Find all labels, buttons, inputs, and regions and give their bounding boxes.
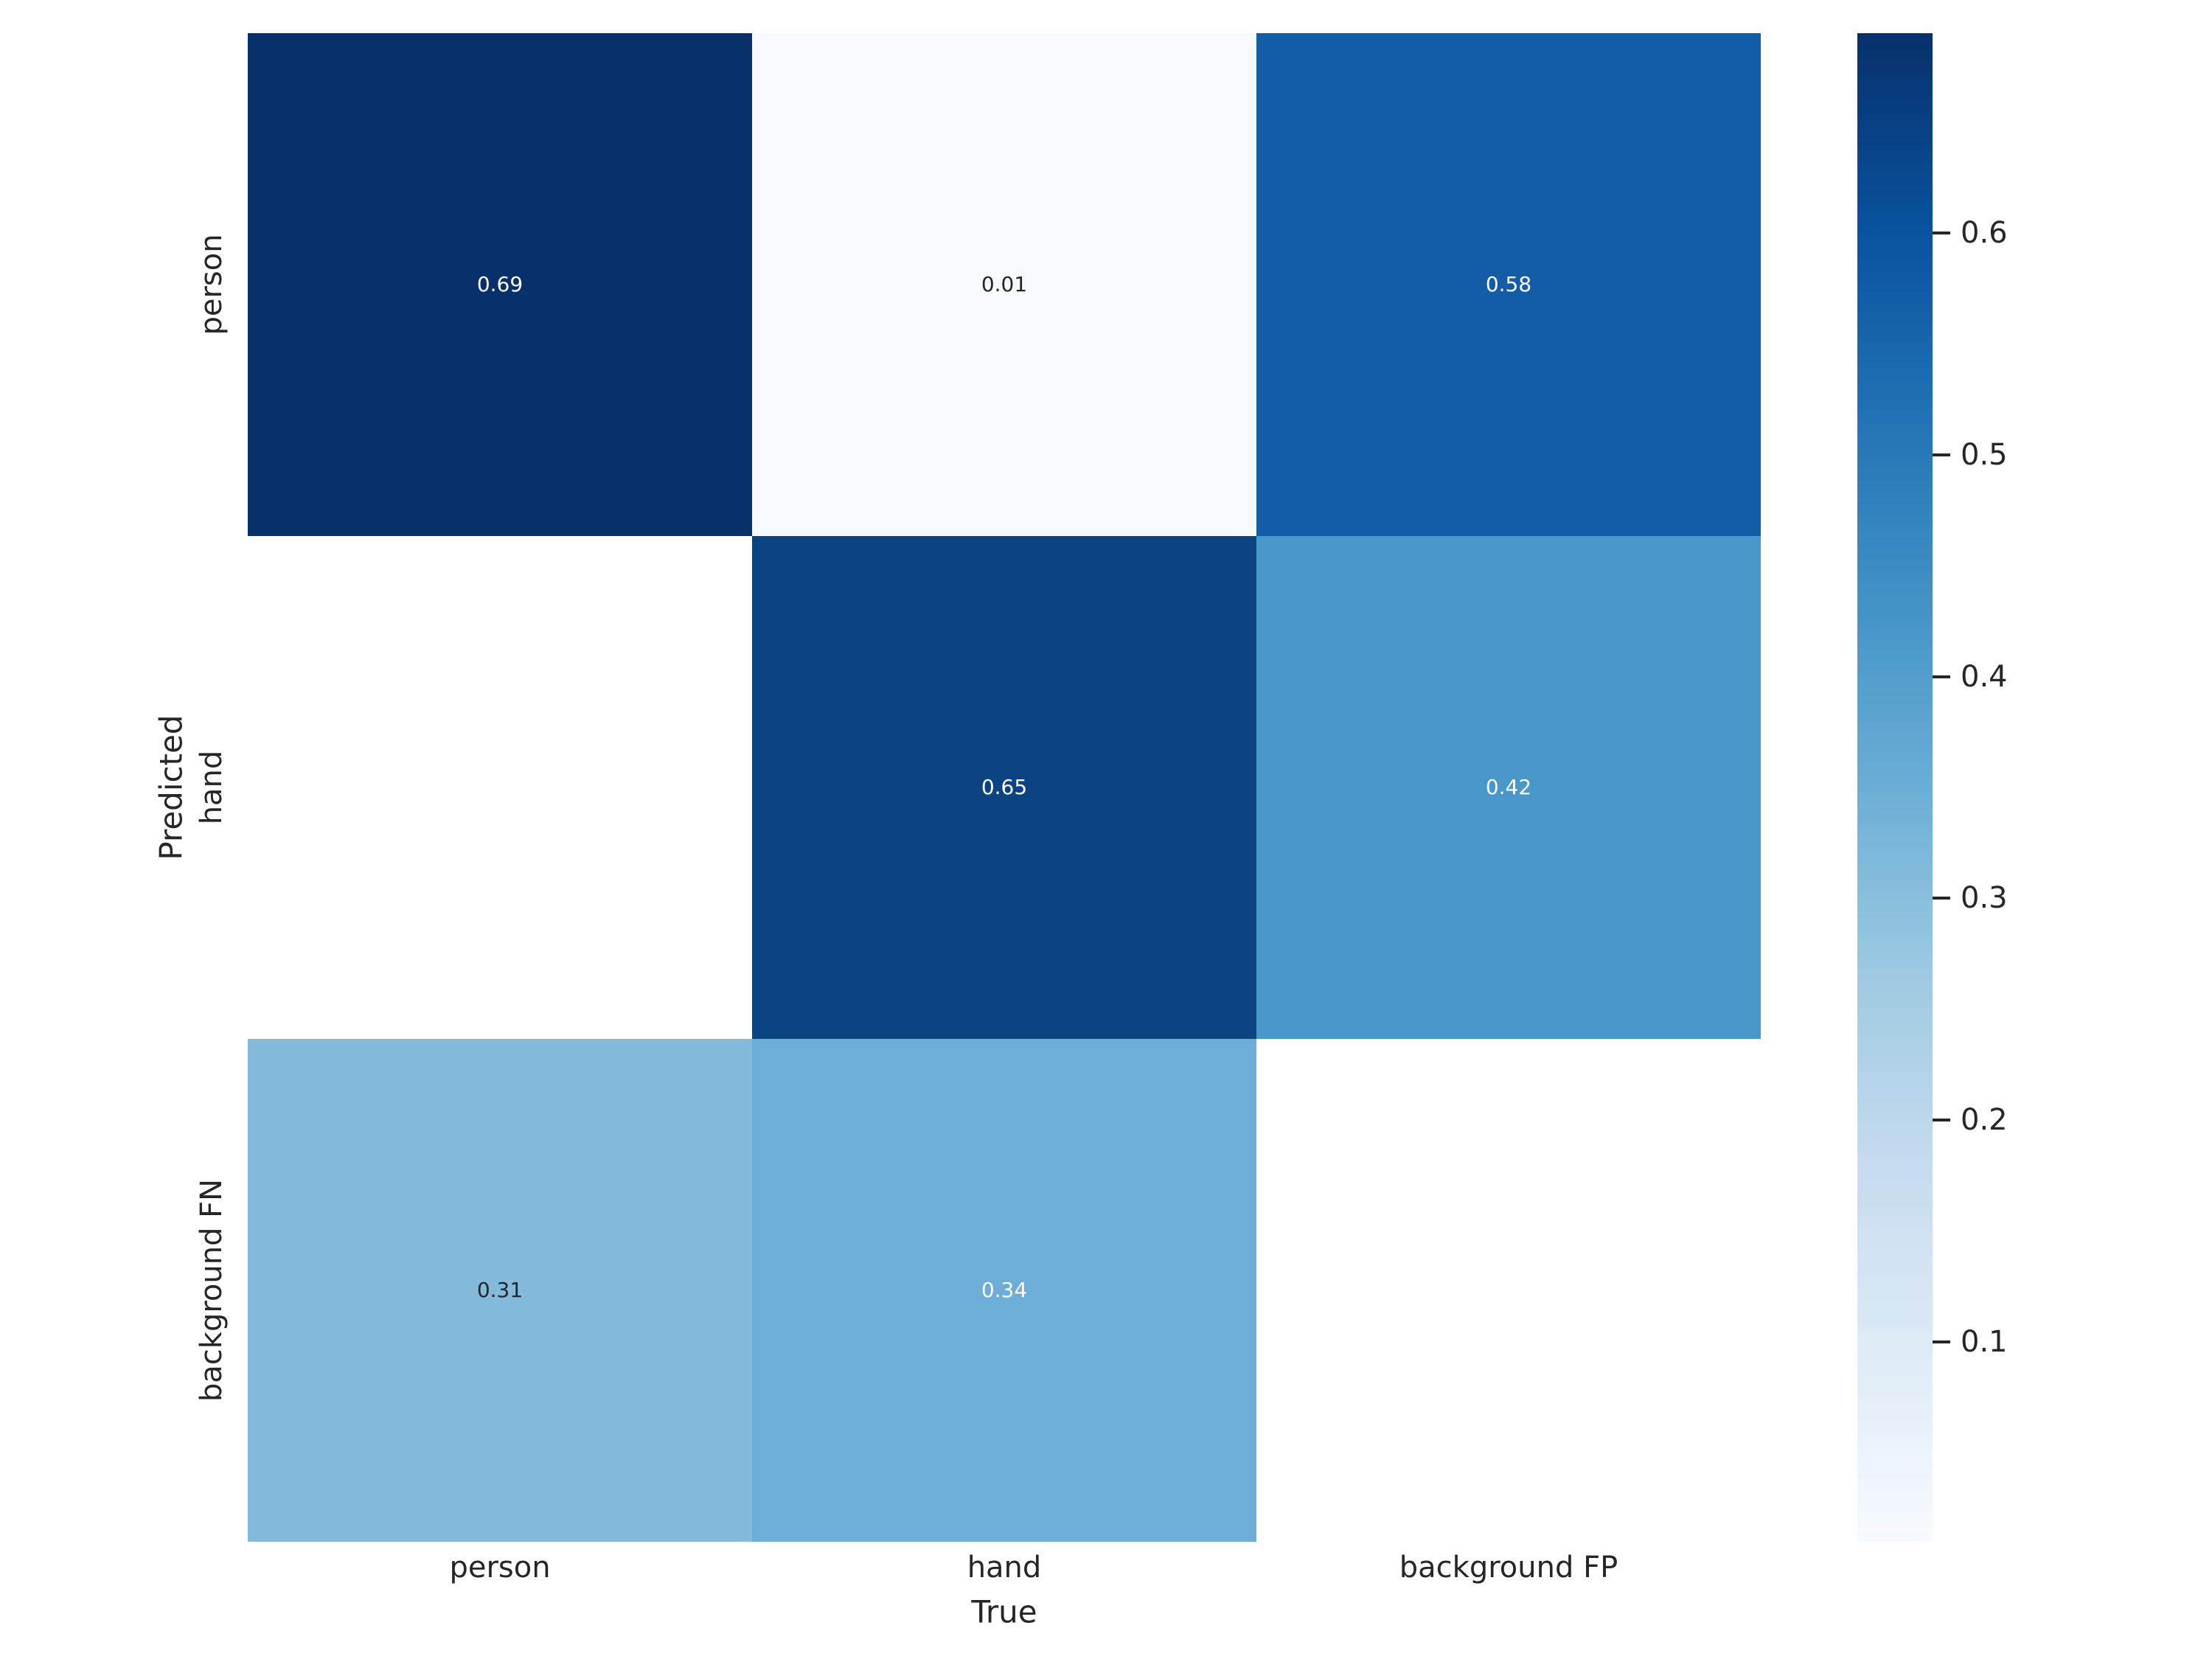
heatmap-cell: 0.42 [1256, 536, 1761, 1039]
cell-value: 0.34 [981, 1278, 1028, 1302]
cell-value: 0.31 [476, 1278, 524, 1302]
y-tick-person: person [195, 234, 229, 335]
cell-value: 0.65 [981, 775, 1028, 799]
x-axis-label: True [971, 1593, 1037, 1630]
colorbar-tick-label: 0.4 [1961, 659, 2008, 694]
heatmap-cell: 0.01 [752, 33, 1256, 536]
colorbar-tick-mark [1933, 453, 1950, 456]
heatmap-cell: 0.58 [1256, 33, 1761, 536]
heatmap-grid: 0.69 0.01 0.58 0.65 0.42 0.31 0.34 [248, 33, 1761, 1542]
x-axis-ticks: person hand background FP [248, 1551, 1761, 1592]
y-axis-label: Predicted [153, 714, 189, 860]
x-tick-person: person [449, 1551, 551, 1585]
heatmap-cell: 0.31 [248, 1039, 752, 1542]
colorbar-tick-mark [1933, 1340, 1950, 1344]
colorbar-tick-label: 0.6 [1961, 215, 2008, 250]
heatmap-cell: 0.69 [248, 33, 752, 536]
heatmap-cell: 0.34 [752, 1039, 1256, 1542]
colorbar-tick-mark [1933, 897, 1950, 900]
colorbar-tick-label: 0.1 [1961, 1325, 2008, 1360]
colorbar-tick-label: 0.3 [1961, 881, 2008, 916]
x-tick-background-fp: background FP [1399, 1551, 1618, 1585]
colorbar-tick-mark [1933, 231, 1950, 234]
colorbar-tick-mark [1933, 1119, 1950, 1122]
cell-value: 0.01 [981, 272, 1028, 296]
cell-value: 0.69 [476, 272, 524, 296]
x-tick-hand: hand [967, 1551, 1042, 1585]
colorbar: 0.1 0.2 0.3 0.4 0.5 0.6 [1857, 33, 2008, 1542]
colorbar-tick-label: 0.5 [1961, 437, 2008, 472]
cell-value: 0.58 [1485, 272, 1532, 296]
cell-value: 0.42 [1485, 775, 1532, 799]
colorbar-tick-label: 0.2 [1961, 1103, 2008, 1138]
heatmap-cell: 0.65 [752, 536, 1256, 1039]
y-tick-background-fn: background FN [195, 1178, 229, 1402]
y-tick-hand: hand [195, 750, 229, 825]
colorbar-tick-mark [1933, 675, 1950, 678]
